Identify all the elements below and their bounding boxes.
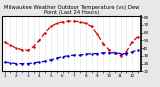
Title: Milwaukee Weather Outdoor Temperature (vs) Dew Point (Last 24 Hours): Milwaukee Weather Outdoor Temperature (v… bbox=[4, 5, 139, 15]
